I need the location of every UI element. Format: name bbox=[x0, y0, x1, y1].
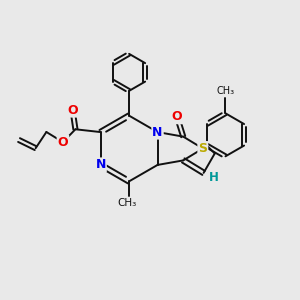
Text: O: O bbox=[172, 110, 182, 123]
Text: O: O bbox=[67, 103, 78, 117]
Text: H: H bbox=[209, 171, 219, 184]
Text: CH₃: CH₃ bbox=[117, 198, 136, 208]
Text: N: N bbox=[95, 158, 106, 171]
Text: CH₃: CH₃ bbox=[216, 86, 235, 96]
Text: N: N bbox=[152, 126, 163, 139]
Text: S: S bbox=[198, 142, 207, 155]
Text: O: O bbox=[58, 136, 68, 148]
